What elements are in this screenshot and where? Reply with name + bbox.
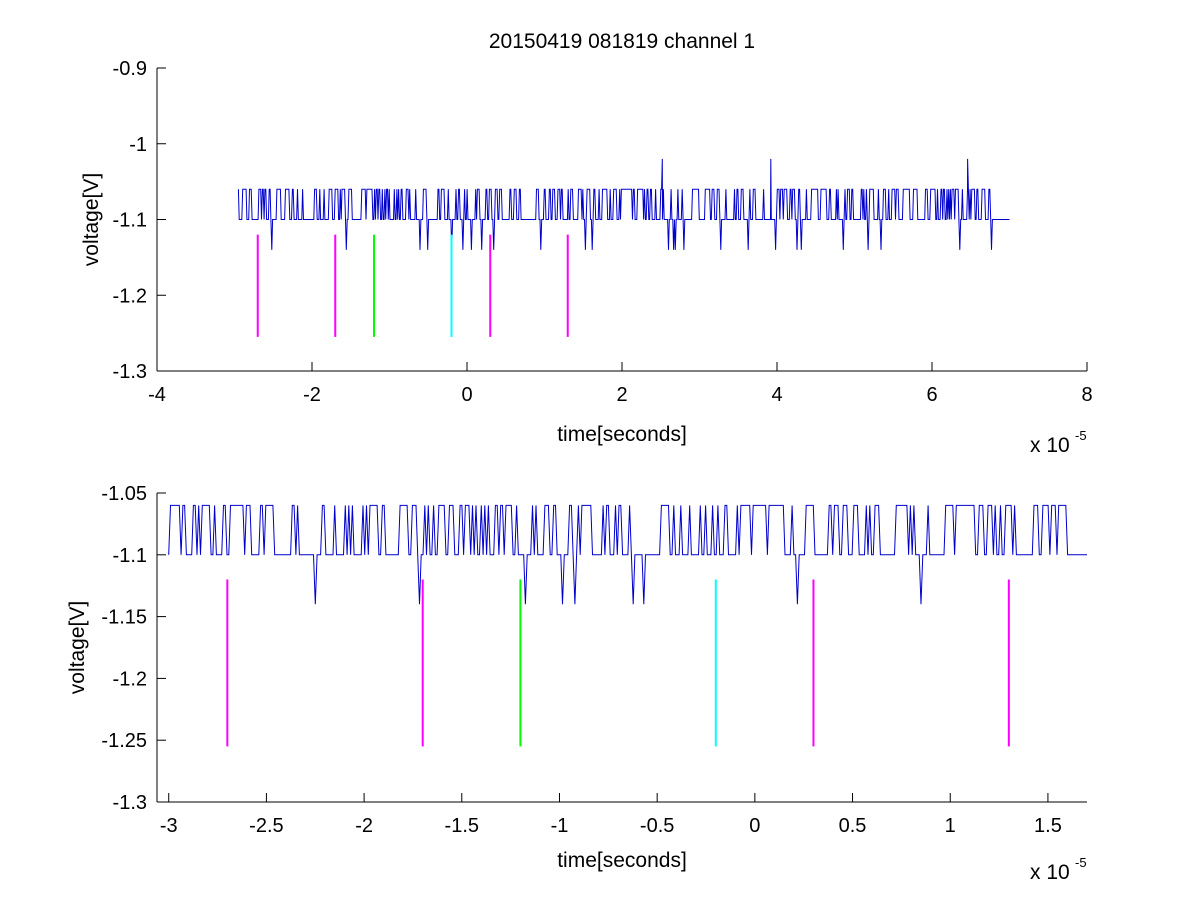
x-tick-label: -1.5	[445, 815, 479, 837]
x-multiplier-exponent: -5	[1075, 855, 1087, 870]
x-multiplier-exponent: -5	[1075, 428, 1087, 443]
x-tick-label: -1	[551, 815, 569, 837]
y-tick-label: -1.3	[113, 792, 147, 814]
x-tick-label: 1	[945, 815, 956, 837]
signal-trace	[168, 504, 1087, 605]
x-tick-label: 0	[461, 384, 472, 406]
x-tick-label: -4	[148, 384, 166, 406]
x-axis-label: time[seconds]	[557, 423, 687, 446]
x-tick-label: 1.5	[1034, 815, 1062, 837]
y-axis-label: voltage[V]	[66, 601, 89, 694]
y-tick-label: -1.1	[113, 545, 147, 567]
chart-title: 20150419 081819 channel 1	[489, 30, 755, 53]
x-tick-label: 0.5	[839, 815, 867, 837]
signal-trace	[237, 158, 1010, 250]
x-tick-label: 0	[749, 815, 760, 837]
y-tick-label: -1.15	[101, 607, 147, 629]
y-tick-label: -1.05	[101, 483, 147, 505]
x-tick-label: -3	[160, 815, 178, 837]
y-tick-label: -1	[129, 134, 147, 156]
x-multiplier: x 10	[1030, 434, 1070, 457]
x-tick-label: -2	[355, 815, 373, 837]
x-tick-label: 6	[926, 384, 937, 406]
y-tick-label: -1.25	[101, 730, 147, 752]
y-axis-label: voltage[V]	[80, 173, 103, 266]
y-tick-label: -1.2	[113, 668, 147, 690]
x-tick-label: -2.5	[249, 815, 283, 837]
chart-0: 20150419 081819 channel 1 -4 -2 0 2 4 6 8 -1.3 -1…	[80, 30, 1093, 457]
x-axis-label: time[seconds]	[557, 849, 687, 872]
x-multiplier: x 10	[1030, 861, 1070, 884]
x-tick-label: 4	[771, 384, 782, 406]
x-tick-label: -2	[303, 384, 321, 406]
x-tick-label: -0.5	[640, 815, 674, 837]
y-tick-label: -0.9	[113, 58, 147, 80]
x-tick-label: 2	[616, 384, 627, 406]
y-tick-label: -1.3	[113, 361, 147, 383]
y-tick-label: -1.1	[113, 210, 147, 232]
x-tick-label: 8	[1081, 384, 1092, 406]
chart-1: -3 -2.5 -2 -1.5 -1 -0.5 0 0.5 1 1.5 -1.3 -1.25 -1.2 -…	[66, 483, 1087, 884]
y-tick-label: -1.2	[113, 285, 147, 307]
